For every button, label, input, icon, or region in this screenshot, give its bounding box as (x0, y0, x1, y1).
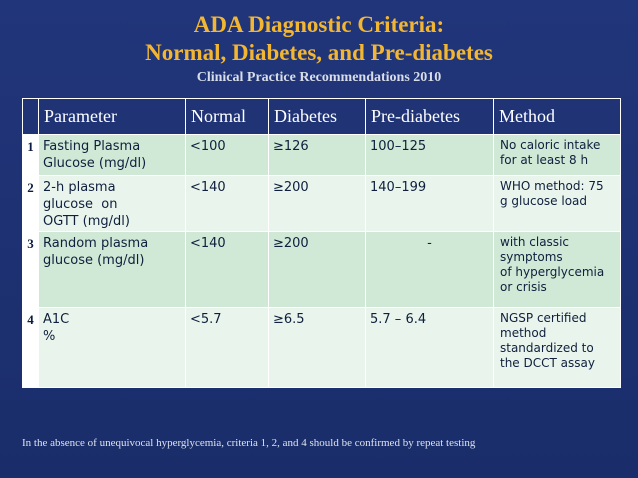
slide-title-line2: Normal, Diabetes, and Pre-diabetes (145, 40, 493, 65)
parameter-line: glucose on (43, 197, 118, 212)
normal-cell: <100 (185, 134, 269, 176)
footnote: In the absence of unequivocal hyperglyce… (22, 437, 476, 449)
method-line: NGSP certified (500, 311, 587, 325)
parameter-line: Glucose (mg/dl) (43, 156, 147, 171)
parameter-line: A1C (43, 312, 70, 327)
method-line: No caloric intake (500, 138, 601, 152)
parameter-cell: Fasting Plasma Glucose (mg/dl) (38, 134, 186, 176)
parameter-line: glucose (mg/dl) (43, 253, 145, 268)
method-line: the DCCT assay (500, 356, 595, 370)
method-line: symptoms (500, 250, 563, 264)
table-header-row: Parameter Normal Diabetes Pre-diabetes M… (22, 98, 621, 135)
method-line: g glucose load (500, 194, 588, 208)
row-number: 1 (22, 134, 39, 176)
diagnostic-criteria-table: Parameter Normal Diabetes Pre-diabetes M… (22, 98, 621, 388)
parameter-cell: A1C % (38, 307, 186, 388)
slide-title-line1: ADA Diagnostic Criteria: (193, 12, 445, 37)
method-cell: with classic symptoms of hyperglycemia o… (493, 231, 621, 308)
table-row: 1 Fasting Plasma Glucose (mg/dl) <100 ≥1… (22, 134, 621, 176)
column-header-parameter: Parameter (38, 98, 186, 135)
method-line: or crisis (500, 280, 547, 294)
parameter-cell: 2-h plasma glucose on OGTT (mg/dl) (38, 175, 186, 232)
column-header-prediabetes: Pre-diabetes (365, 98, 494, 135)
prediabetes-cell: 5.7 – 6.4 (365, 307, 494, 388)
method-cell: NGSP certified method standardized to th… (493, 307, 621, 388)
table-row: 3 Random plasma glucose (mg/dl) <140 ≥20… (22, 231, 621, 308)
method-line: standardized to (500, 341, 594, 355)
parameter-cell: Random plasma glucose (mg/dl) (38, 231, 186, 308)
method-cell: WHO method: 75 g glucose load (493, 175, 621, 232)
prediabetes-cell: 100–125 (365, 134, 494, 176)
method-cell: No caloric intake for at least 8 h (493, 134, 621, 176)
slide-subtitle: Clinical Practice Recommendations 2010 (196, 70, 442, 85)
parameter-line: 2-h plasma (43, 180, 116, 195)
column-header-normal: Normal (185, 98, 269, 135)
method-line: WHO method: 75 (500, 179, 604, 193)
row-number: 2 (22, 175, 39, 232)
diabetes-cell: ≥200 (268, 175, 366, 232)
normal-cell: <5.7 (185, 307, 269, 388)
diabetes-cell: ≥126 (268, 134, 366, 176)
method-line: with classic (500, 235, 569, 249)
prediabetes-cell: - (365, 231, 494, 308)
table-row: 4 A1C % <5.7 ≥6.5 5.7 – 6.4 NGSP certifi… (22, 307, 621, 388)
diabetes-cell: ≥6.5 (268, 307, 366, 388)
table-row: 2 2-h plasma glucose on OGTT (mg/dl) <14… (22, 175, 621, 232)
method-line: for at least 8 h (500, 153, 589, 167)
parameter-line: % (43, 329, 56, 344)
column-header-diabetes: Diabetes (268, 98, 366, 135)
diabetes-cell: ≥200 (268, 231, 366, 308)
parameter-line: OGTT (mg/dl) (43, 214, 130, 229)
column-header-method: Method (493, 98, 621, 135)
normal-cell: <140 (185, 175, 269, 232)
method-line: of hyperglycemia (500, 265, 605, 279)
parameter-line: Random plasma (43, 236, 149, 251)
method-line: method (500, 326, 547, 340)
row-number: 4 (22, 307, 39, 388)
row-number: 3 (22, 231, 39, 308)
normal-cell: <140 (185, 231, 269, 308)
header-number-cell (22, 98, 39, 135)
prediabetes-cell: 140–199 (365, 175, 494, 232)
parameter-line: Fasting Plasma (43, 139, 141, 154)
